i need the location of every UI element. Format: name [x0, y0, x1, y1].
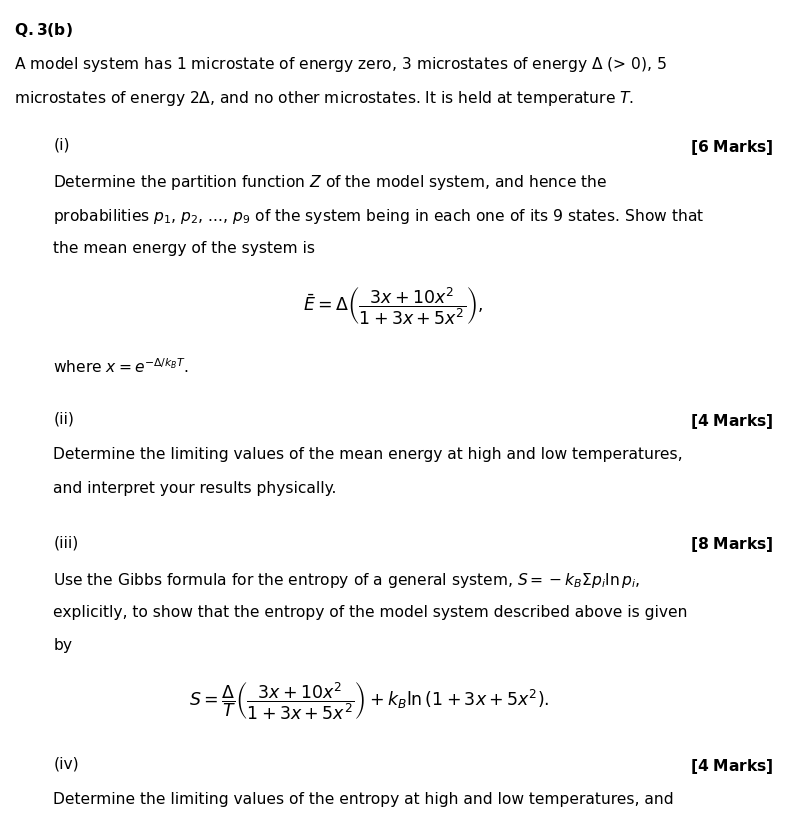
Text: $S = \dfrac{\Delta}{T} \left( \dfrac{3x + 10x^2}{1 + 3x + 5x^2} \right) + k_B \l: $S = \dfrac{\Delta}{T} \left( \dfrac{3x …: [189, 681, 549, 722]
Text: Determine the limiting values of the entropy at high and low temperatures, and: Determine the limiting values of the ent…: [53, 792, 674, 808]
Text: probabilities $p_1$, $p_2$, ..., $p_9$ of the system being in each one of its 9 : probabilities $p_1$, $p_2$, ..., $p_9$ o…: [53, 207, 704, 227]
Text: Determine the limiting values of the mean energy at high and low temperatures,: Determine the limiting values of the mea…: [53, 447, 683, 462]
Text: $\mathbf{[6\ Marks]}$: $\mathbf{[6\ Marks]}$: [690, 138, 774, 156]
Text: (iii): (iii): [53, 535, 79, 550]
Text: where $x = e^{-\Delta/k_BT}$.: where $x = e^{-\Delta/k_BT}$.: [53, 358, 189, 377]
Text: (i): (i): [53, 138, 70, 153]
Text: $\mathbf{Q.3(b)}$: $\mathbf{Q.3(b)}$: [14, 21, 73, 39]
Text: Determine the partition function $Z$ of the model system, and hence the: Determine the partition function $Z$ of …: [53, 174, 608, 192]
Text: A model system has 1 microstate of energy zero, 3 microstates of energy $\Delta$: A model system has 1 microstate of energ…: [14, 55, 667, 74]
Text: and interpret your results physically.: and interpret your results physically.: [53, 481, 337, 496]
Text: explicitly, to show that the entropy of the model system described above is give: explicitly, to show that the entropy of …: [53, 605, 688, 619]
Text: by: by: [53, 638, 72, 654]
Text: the mean energy of the system is: the mean energy of the system is: [53, 241, 315, 256]
Text: $\mathbf{[4\ Marks]}$: $\mathbf{[4\ Marks]}$: [690, 412, 774, 431]
Text: Use the Gibbs formula for the entropy of a general system, $S = -k_B\Sigma p_i \: Use the Gibbs formula for the entropy of…: [53, 570, 641, 590]
Text: $\mathbf{[8\ Marks]}$: $\mathbf{[8\ Marks]}$: [690, 535, 774, 554]
Text: (ii): (ii): [53, 412, 75, 427]
Text: (iv): (iv): [53, 757, 79, 772]
Text: $\bar{E} = \Delta \left( \dfrac{3x + 10x^2}{1 + 3x + 5x^2} \right),$: $\bar{E} = \Delta \left( \dfrac{3x + 10x…: [303, 285, 483, 327]
Text: $\mathbf{[4\ Marks]}$: $\mathbf{[4\ Marks]}$: [690, 757, 774, 776]
Text: microstates of energy 2$\Delta$, and no other microstates. It is held at tempera: microstates of energy 2$\Delta$, and no …: [14, 89, 634, 108]
